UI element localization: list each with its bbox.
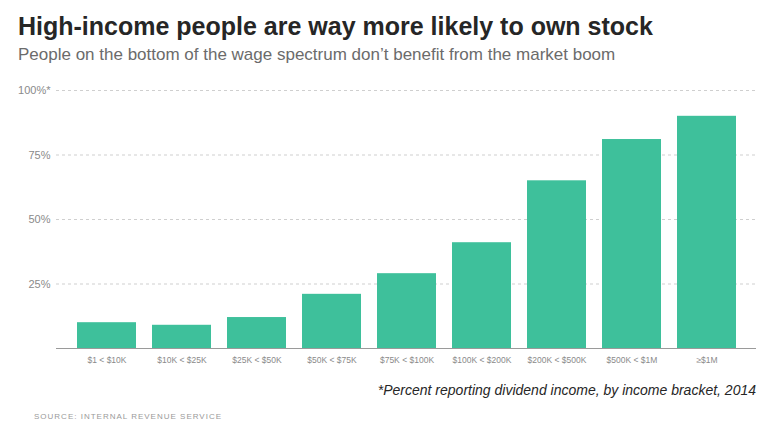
html-text:*Percent reporting dividend in: *Percent reporting dividend income, by i… [377, 382, 756, 398]
svg-text:$10K < $25K: $10K < $25K [157, 355, 207, 365]
svg-text:25%: 25% [28, 278, 50, 290]
svg-text:$100K < $200K: $100K < $200K [453, 355, 512, 365]
html-text:SOURCE: INTERNAL REVENUE SERVI: SOURCE: INTERNAL REVENUE SERVICE [34, 412, 222, 421]
svg-text:$200K < $500K: $200K < $500K [528, 355, 587, 365]
html-text:People on the bottom of the wa: People on the bottom of the wage spectru… [18, 45, 616, 64]
svg-text:≥$1M: ≥$1M [696, 355, 717, 365]
svg-text:$25K < $50K: $25K < $50K [232, 355, 282, 365]
svg-text:$500K < $1M: $500K < $1M [607, 355, 658, 365]
svg-text:75%: 75% [28, 149, 50, 161]
svg-text:$75K < $100K: $75K < $100K [380, 355, 434, 365]
svg-text:100%*: 100%* [18, 84, 51, 96]
svg-text:50%: 50% [28, 213, 50, 225]
html-text:High-income people are way mor: High-income people are way more likely t… [18, 12, 653, 40]
svg-text:$50K < $75K: $50K < $75K [307, 355, 357, 365]
svg-text:$1 < $10K: $1 < $10K [88, 355, 127, 365]
